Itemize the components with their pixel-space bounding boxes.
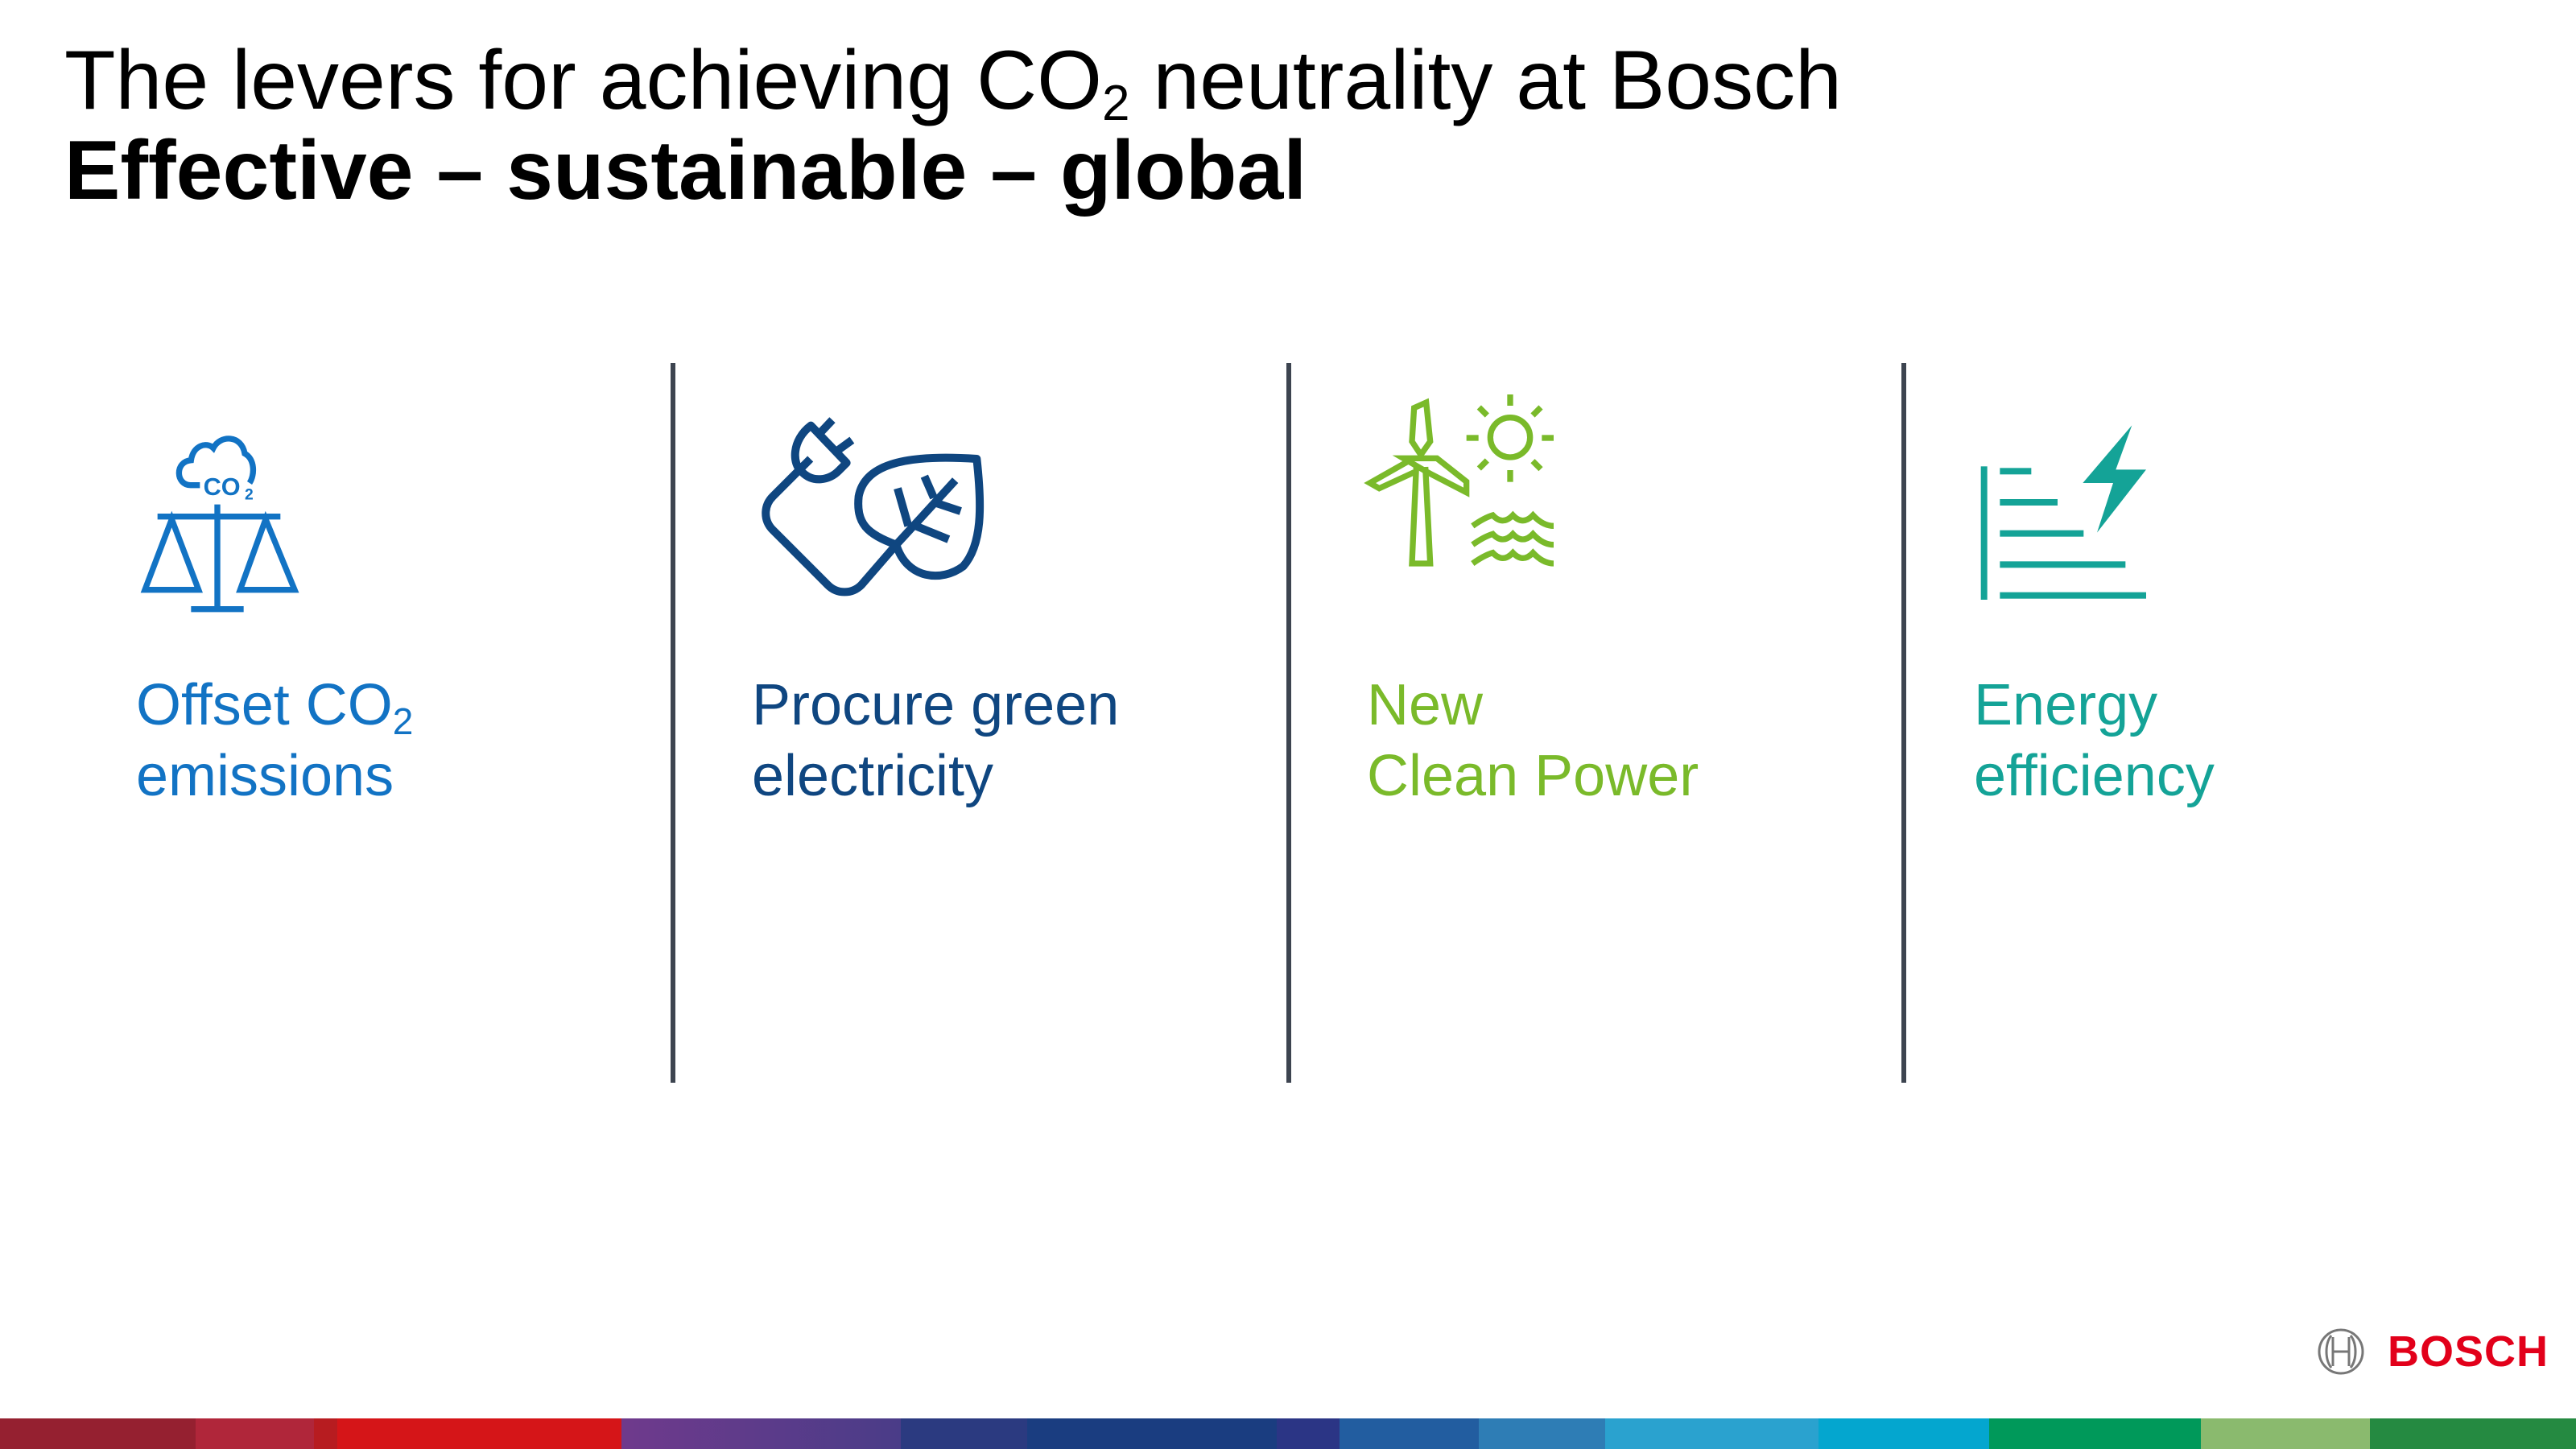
lever-label-subscript: 2 [392,700,414,742]
lever-label-line2: efficiency [1974,744,2215,808]
lever-energy-efficiency: Energy efficiency [1974,670,2215,811]
footer-band-segment [1277,1418,1340,1449]
footer-color-band [0,1418,2576,1449]
footer-band-segment [0,1418,196,1449]
footer-band-segment [1479,1418,1605,1449]
footer-band-segment [2201,1418,2370,1449]
footer-band-segment [196,1418,314,1449]
lever-green-electricity: Procure green electricity [752,670,1119,811]
efficiency-bolt-icon [1980,425,2146,600]
footer-band-segment [1989,1418,2201,1449]
lever-label-line2: Clean Power [1367,744,1699,808]
lever-label-text: Offset CO [136,673,393,737]
footer-band-segment [1340,1418,1479,1449]
lever-offset-co2: Offset CO2 emissions [136,670,413,811]
wind-sun-water-icon [1364,394,1554,567]
footer-band-segment [1027,1418,1277,1449]
bosch-wordmark: BOSCH [2388,1327,2549,1376]
footer-band-segment [901,1418,1027,1449]
title-subscript: 2 [1101,76,1130,131]
lever-label-line1: New [1367,673,1484,737]
footer-band-segment [1818,1418,1989,1449]
title-line-1: The levers for achieving CO2 neutrality … [64,34,1842,129]
plug-leaf-icon [762,417,985,597]
svg-text:2: 2 [245,487,254,504]
column-divider [671,363,675,1083]
title-text-end: neutrality at Bosch [1129,34,1842,127]
title-text: The levers for achieving CO [64,34,1102,127]
column-divider [1286,363,1291,1083]
footer-band-segment [314,1418,337,1449]
lever-new-clean-power: New Clean Power [1367,670,1699,811]
lever-label-line1: Energy [1974,673,2158,737]
slide-title: The levers for achieving CO2 neutrality … [64,35,1842,216]
lever-label-line2: electricity [752,744,994,808]
bosch-armature-icon [2318,1328,2364,1375]
column-divider [1901,363,1906,1083]
lever-label-line1: Offset CO2 [136,670,413,741]
bosch-logo: BOSCH [2317,1327,2549,1377]
slide-subtitle: Effective – sustainable – global [64,124,1307,217]
footer-band-segment [621,1418,901,1449]
footer-band-segment [337,1418,621,1449]
lever-label-line2: emissions [136,744,394,808]
scale-co2-cloud-icon: CO 2 [140,436,299,613]
svg-text:CO: CO [204,473,241,501]
footer-band-segment [2370,1418,2576,1449]
lever-label-line1: Procure green [752,673,1120,737]
footer-band-segment [1605,1418,1818,1449]
